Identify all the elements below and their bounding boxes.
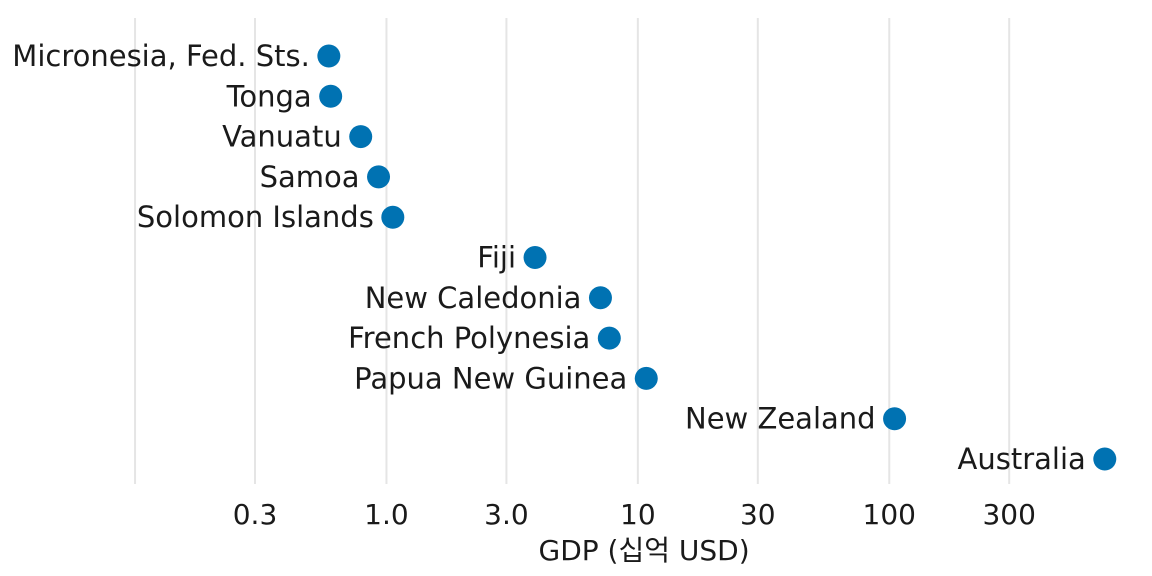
point-label: Micronesia, Fed. Sts.	[12, 39, 310, 73]
x-axis-title: GDP (십억 USD)	[539, 534, 750, 567]
data-point	[367, 165, 391, 189]
data-point	[588, 286, 612, 310]
x-tick-label: 1.0	[364, 498, 409, 531]
x-tick-label: 30	[740, 498, 776, 531]
point-label: Fiji	[477, 241, 516, 275]
point-labels: Micronesia, Fed. Sts. Tonga Vanuatu Samoa So…	[12, 39, 1085, 476]
point-label: New Caledonia	[365, 281, 582, 315]
gridlines	[134, 18, 1011, 484]
data-point	[523, 246, 547, 269]
x-tick-label: 100	[863, 498, 916, 531]
data-point	[317, 44, 341, 68]
data-point	[634, 366, 658, 390]
point-label: Vanuatu	[222, 120, 342, 154]
data-point	[597, 326, 621, 350]
point-label: Solomon Islands	[137, 200, 374, 234]
x-tick-label: 10	[620, 498, 656, 531]
data-points	[317, 44, 1117, 471]
x-tick-label: 3.0	[484, 498, 529, 531]
x-tick-label: 300	[982, 498, 1035, 531]
point-label: Papua New Guinea	[354, 361, 627, 395]
point-label: Tonga	[226, 79, 312, 113]
data-point	[1093, 447, 1117, 471]
point-label: New Zealand	[685, 402, 876, 436]
x-axis-ticks: 0.3 1.0 3.0 10 30 100 300	[233, 498, 1036, 531]
data-point	[349, 125, 373, 149]
data-point	[381, 205, 405, 229]
point-label: French Polynesia	[348, 321, 590, 355]
point-label: Australia	[958, 442, 1086, 476]
x-tick-label: 0.3	[233, 498, 278, 531]
point-label: Samoa	[260, 160, 360, 194]
data-point	[319, 84, 343, 108]
data-point	[883, 407, 907, 431]
